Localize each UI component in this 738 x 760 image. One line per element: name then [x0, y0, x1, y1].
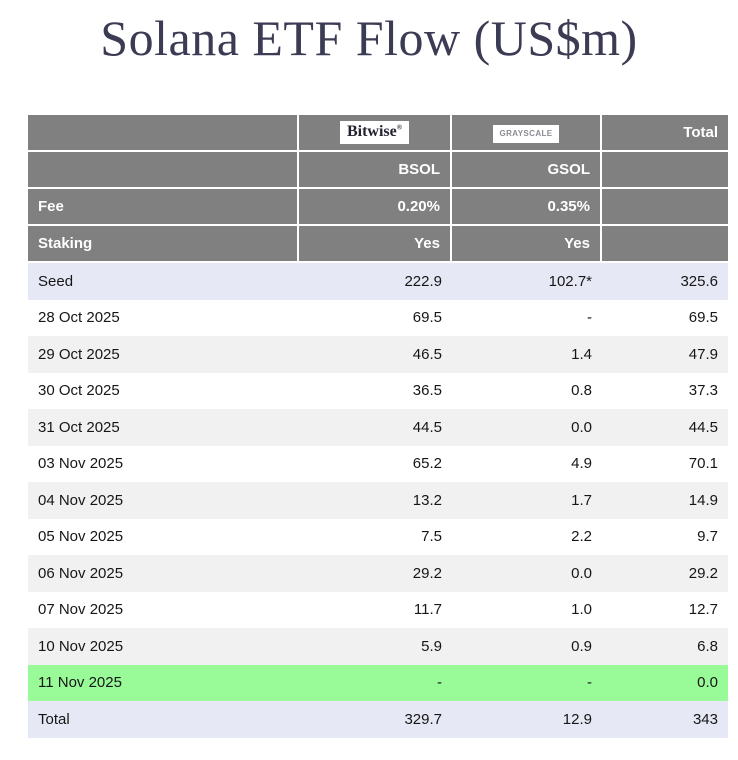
total-column-header: Total	[602, 115, 728, 152]
table-row: 28 Oct 2025 69.5-69.5	[28, 299, 728, 336]
gsol-ticker: GSOL	[452, 152, 602, 189]
table-row: 06 Nov 2025 29.2 0.0 29.2	[28, 555, 728, 592]
row-label: 07 Nov 2025	[28, 591, 299, 628]
staking-row: Staking Yes Yes	[28, 226, 728, 263]
total-value: 69.5	[602, 299, 728, 336]
total-value: 9.7	[602, 518, 728, 555]
solana-etf-flow-table: Bitwise® GRAYSCALE Total BSOL GSOL Fee 0…	[28, 115, 728, 738]
table-row: 11 Nov 2025- -0.0	[28, 664, 728, 701]
total-value: 325.6	[602, 263, 728, 300]
bsol-ticker: BSOL	[299, 152, 452, 189]
total-value: 343	[602, 701, 728, 738]
bsol-value: 44.5	[299, 409, 452, 446]
total-value: 0.0	[602, 664, 728, 701]
gsol-value: 1.4	[452, 336, 602, 373]
gsol-value: 2.2	[452, 518, 602, 555]
table-row: 05 Nov 2025 7.5 2.2 9.7	[28, 518, 728, 555]
gsol-value: 1.0	[452, 591, 602, 628]
table-row: 29 Oct 2025 46.5 1.4 47.9	[28, 336, 728, 373]
table-row: 10 Nov 2025 5.9 0.9 6.8	[28, 628, 728, 665]
bsol-value: 69.5	[299, 299, 452, 336]
fee-label: Fee	[28, 189, 299, 226]
fee-gsol: 0.35%	[452, 189, 602, 226]
bitwise-logo: Bitwise®	[339, 120, 409, 145]
bsol-value: 13.2	[299, 482, 452, 519]
gsol-value: 0.8	[452, 372, 602, 409]
gsol-value: -	[452, 664, 602, 701]
bitwise-trademark: ®	[396, 123, 402, 132]
row-label: 28 Oct 2025	[28, 299, 299, 336]
bsol-value: 5.9	[299, 628, 452, 665]
total-value: 12.7	[602, 591, 728, 628]
empty-cell	[28, 152, 299, 189]
total-value: 29.2	[602, 555, 728, 592]
row-label: Total	[28, 701, 299, 738]
staking-label: Staking	[28, 226, 299, 263]
row-label: 30 Oct 2025	[28, 372, 299, 409]
total-value: 47.9	[602, 336, 728, 373]
table-row: 03 Nov 2025 65.2 4.9 70.1	[28, 445, 728, 482]
issuer-logo-row: Bitwise® GRAYSCALE Total	[28, 115, 728, 152]
row-label: 29 Oct 2025	[28, 336, 299, 373]
bsol-value: 329.7	[299, 701, 452, 738]
table-row: Total 329.7 12.9 343	[28, 701, 728, 738]
bsol-value: 7.5	[299, 518, 452, 555]
total-value: 44.5	[602, 409, 728, 446]
bsol-value: 222.9	[299, 263, 452, 300]
bsol-value: -	[299, 664, 452, 701]
flow-table-body: Seed 222.9 102.7* 325.6 28 Oct 2025 69.5-69.5…	[28, 263, 728, 738]
row-label: 03 Nov 2025	[28, 445, 299, 482]
grayscale-logo: GRAYSCALE	[493, 124, 559, 143]
staking-bsol: Yes	[299, 226, 452, 263]
page-title: Solana ETF Flow (US$m)	[100, 10, 638, 66]
row-label: Seed	[28, 263, 299, 300]
table-row: Seed 222.9 102.7* 325.6	[28, 263, 728, 300]
bsol-value: 29.2	[299, 555, 452, 592]
table-row: 07 Nov 2025 11.7 1.0 12.7	[28, 591, 728, 628]
staking-gsol: Yes	[452, 226, 602, 263]
empty-cell	[602, 152, 728, 189]
empty-corner-cell	[28, 115, 299, 152]
row-label: 10 Nov 2025	[28, 628, 299, 665]
row-label: 05 Nov 2025	[28, 518, 299, 555]
gsol-value: 12.9	[452, 701, 602, 738]
bsol-value: 65.2	[299, 445, 452, 482]
gsol-value: 1.7	[452, 482, 602, 519]
row-label: 31 Oct 2025	[28, 409, 299, 446]
fee-bsol: 0.20%	[299, 189, 452, 226]
fee-row: Fee 0.20% 0.35%	[28, 189, 728, 226]
gsol-value: -	[452, 299, 602, 336]
row-label: 06 Nov 2025	[28, 555, 299, 592]
gsol-value: 0.0	[452, 555, 602, 592]
row-label: 04 Nov 2025	[28, 482, 299, 519]
total-value: 14.9	[602, 482, 728, 519]
empty-cell	[602, 226, 728, 263]
bsol-value: 46.5	[299, 336, 452, 373]
empty-cell	[602, 189, 728, 226]
grayscale-column-header: GRAYSCALE	[452, 115, 602, 152]
gsol-value: 0.0	[452, 409, 602, 446]
total-value: 70.1	[602, 445, 728, 482]
ticker-row: BSOL GSOL	[28, 152, 728, 189]
table-row: 04 Nov 2025 13.2 1.7 14.9	[28, 482, 728, 519]
bsol-value: 36.5	[299, 372, 452, 409]
table-row: 31 Oct 2025 44.5 0.0 44.5	[28, 409, 728, 446]
table-header: Bitwise® GRAYSCALE Total BSOL GSOL Fee 0…	[28, 115, 728, 263]
bitwise-column-header: Bitwise®	[299, 115, 452, 152]
total-value: 37.3	[602, 372, 728, 409]
total-value: 6.8	[602, 628, 728, 665]
table-row: 30 Oct 2025 36.5 0.8 37.3	[28, 372, 728, 409]
gsol-value: 4.9	[452, 445, 602, 482]
row-label: 11 Nov 2025	[28, 664, 299, 701]
bsol-value: 11.7	[299, 591, 452, 628]
gsol-value: 102.7*	[452, 263, 602, 300]
gsol-value: 0.9	[452, 628, 602, 665]
